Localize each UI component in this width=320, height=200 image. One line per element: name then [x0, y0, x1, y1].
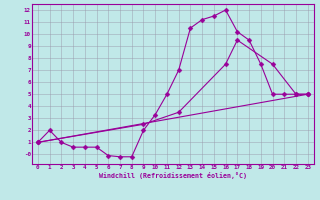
- X-axis label: Windchill (Refroidissement éolien,°C): Windchill (Refroidissement éolien,°C): [99, 172, 247, 179]
